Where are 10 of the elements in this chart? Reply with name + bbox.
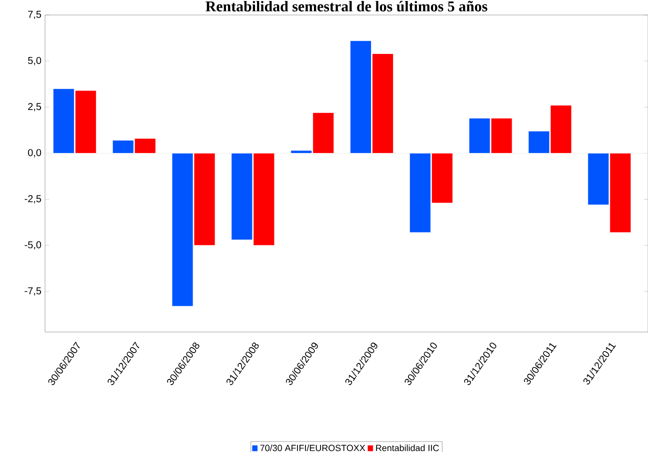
y-tick-label: -7,5 [24, 287, 42, 296]
legend-label: Rentabilidad IIC [376, 444, 439, 452]
chart-title: Rentabilidad semestral de los últimos 5 años [206, 0, 488, 12]
y-tick-label: 5,0 [28, 56, 42, 66]
y-tick-label: -5,0 [24, 241, 42, 250]
legend-label: 70/30 AFIFI/EUROSTOXX [260, 444, 366, 452]
y-tick-label: -2,5 [24, 195, 42, 204]
y-tick-label: 7,5 [28, 10, 42, 20]
y-tick-label: 0,0 [28, 149, 42, 158]
y-tick-label: 2,5 [28, 103, 42, 112]
